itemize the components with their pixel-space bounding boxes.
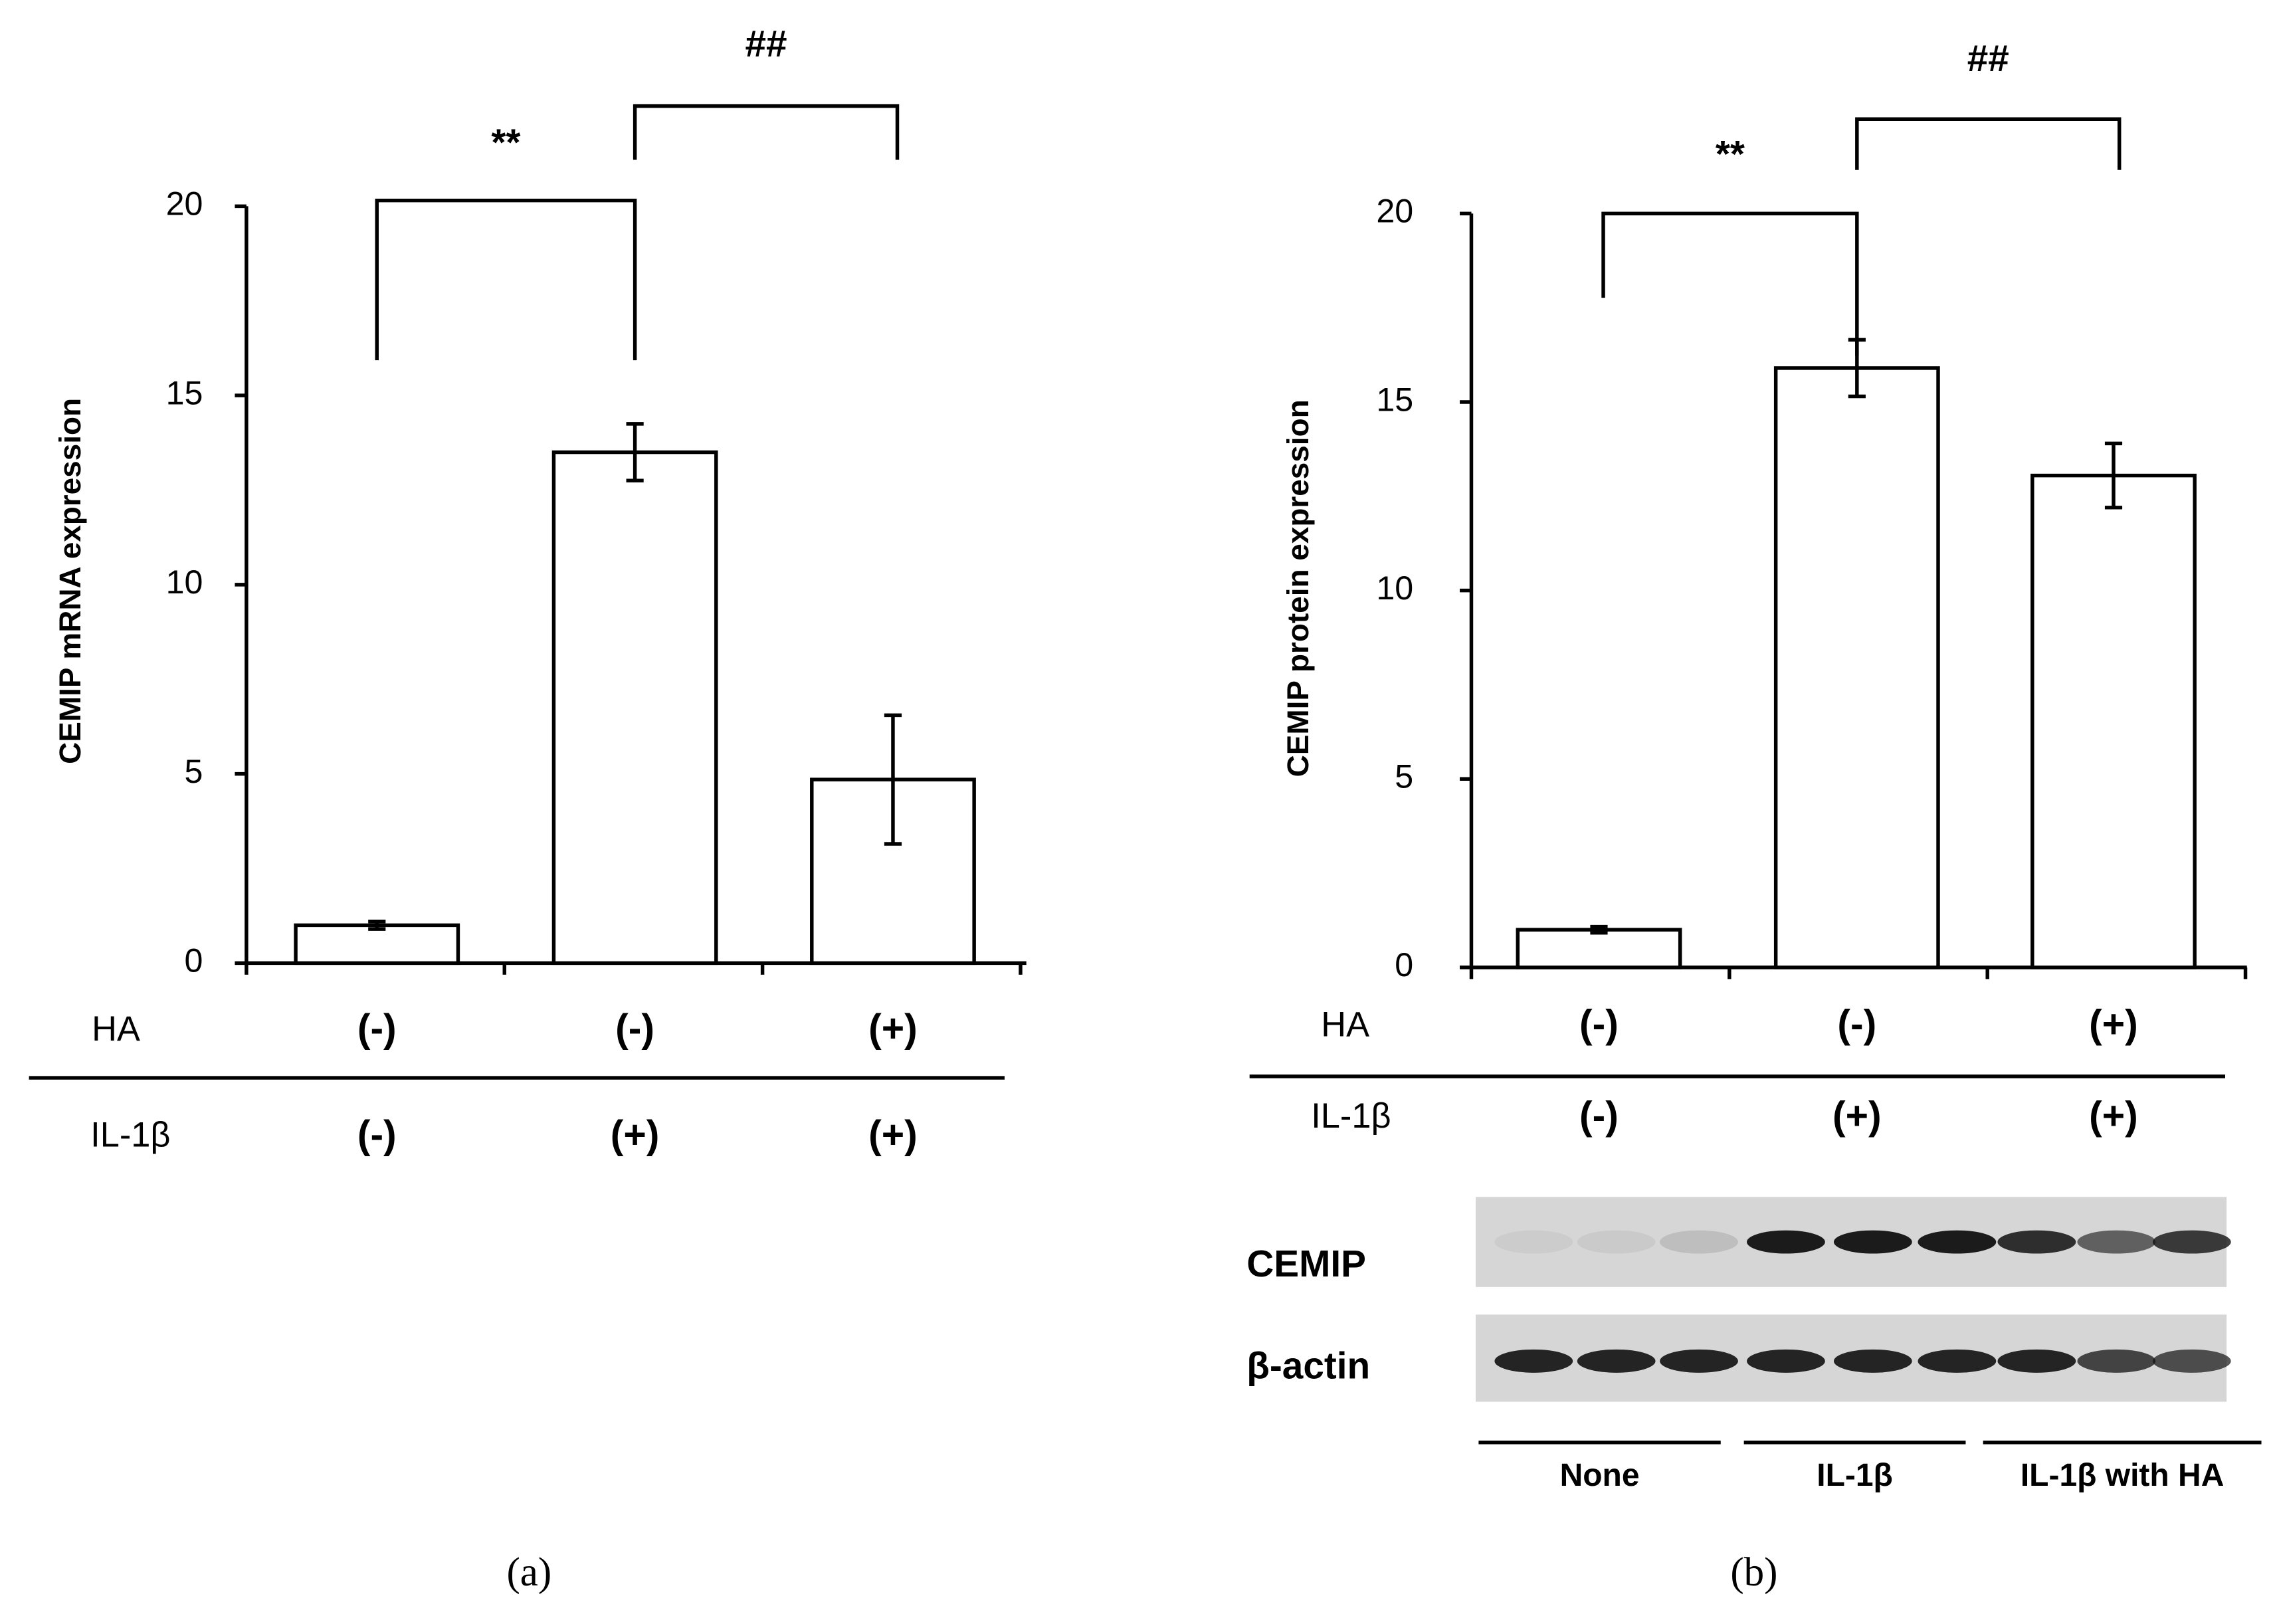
y-tick-label: 0 [1395, 946, 1413, 983]
y-axis-title: CEMIP mRNA expression [52, 398, 87, 764]
blot-band [2152, 1230, 2231, 1254]
factor-level: (+) [1832, 1094, 1882, 1138]
blot-band [1494, 1230, 1573, 1254]
blot-band [1918, 1349, 1997, 1373]
significance-bracket [1855, 117, 2122, 170]
group-label: None [1560, 1458, 1640, 1493]
factor-level: (+) [868, 1007, 918, 1051]
y-tick-label: 10 [166, 563, 203, 601]
bar [294, 923, 460, 965]
y-axis-title: CEMIP protein expression [1280, 399, 1315, 777]
blot-band [1494, 1349, 1573, 1373]
factor-name: IL-1β [90, 1116, 170, 1154]
factor-level: (-) [615, 1007, 654, 1051]
significance-label: ## [1967, 38, 2009, 80]
blot-band [1660, 1349, 1738, 1373]
factor-level: (-) [1579, 1003, 1619, 1046]
blot-band [2077, 1349, 2156, 1373]
blot-band [2077, 1230, 2156, 1254]
y-tick-label: 15 [1376, 381, 1413, 418]
y-tick-label: 15 [166, 374, 203, 411]
y-tick-label: 20 [1376, 193, 1413, 230]
factor-name: HA [1321, 1005, 1369, 1044]
significance-bracket [1601, 211, 1859, 356]
factor-level: (+) [868, 1113, 918, 1156]
blot-band [1918, 1230, 1997, 1254]
factor-level: (-) [357, 1113, 397, 1156]
blot-band [1997, 1230, 2076, 1254]
blot-row-label: β-actin [1246, 1345, 1370, 1387]
group-label: IL-1β [1817, 1458, 1893, 1493]
significance-bracket [375, 198, 637, 361]
blot-band [1747, 1230, 1825, 1254]
factor-level: (-) [357, 1007, 397, 1051]
blot-band [2152, 1349, 2231, 1373]
blot-band [1577, 1230, 1656, 1254]
blot-band [1997, 1349, 2076, 1373]
y-tick-label: 5 [185, 753, 203, 790]
bar [551, 450, 718, 965]
bar [1773, 366, 1940, 969]
factor-level: (+) [2089, 1094, 2138, 1138]
significance-label: ## [745, 23, 787, 65]
bar [1516, 928, 1682, 969]
blot-band [1577, 1349, 1656, 1373]
blot-band [1747, 1349, 1825, 1373]
y-tick-label: 10 [1376, 569, 1413, 607]
group-label: IL-1β with HA [2021, 1458, 2224, 1493]
significance-label: ** [491, 122, 521, 164]
blot-row-label: CEMIP [1246, 1243, 1366, 1285]
factor-name: IL-1β [1311, 1097, 1391, 1136]
panel-label: (a) [506, 1550, 551, 1595]
factor-level: (-) [1837, 1003, 1876, 1046]
bar [2030, 473, 2197, 969]
blot-band [1660, 1230, 1738, 1254]
y-tick-label: 5 [1395, 758, 1413, 795]
blot-band [1833, 1230, 1912, 1254]
factor-level: (+) [2089, 1003, 2138, 1046]
factor-level: (+) [611, 1113, 660, 1156]
factor-level: (-) [1579, 1094, 1619, 1138]
y-tick-label: 0 [185, 942, 203, 979]
significance-bracket [633, 104, 900, 160]
y-tick-label: 20 [166, 185, 203, 223]
significance-label: ** [1716, 134, 1745, 175]
blot-band [1833, 1349, 1912, 1373]
factor-name: HA [92, 1010, 140, 1049]
panel-label: (b) [1730, 1550, 1777, 1595]
